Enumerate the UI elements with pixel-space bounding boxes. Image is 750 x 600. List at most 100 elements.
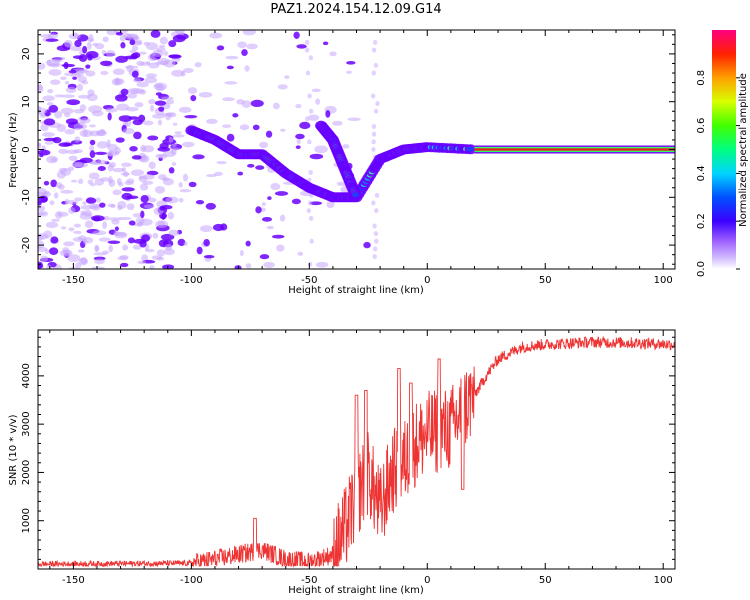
noise-blob [216, 45, 225, 51]
noise-blob [38, 261, 43, 269]
noise-blob [38, 233, 44, 241]
noise-blob [38, 240, 45, 249]
noise-blob [152, 49, 164, 57]
noise-blob [83, 209, 93, 217]
noise-blob [178, 197, 184, 203]
noise-blob [182, 173, 189, 182]
noise-blob [102, 250, 109, 255]
noise-blob [272, 234, 285, 239]
noise-blob [173, 134, 185, 138]
noise-blob [68, 69, 77, 74]
x-tick-label: -50 [301, 275, 317, 286]
noise-blob [114, 150, 119, 156]
noise-blob [154, 100, 167, 106]
noise-blob [184, 115, 198, 119]
noise-blob [117, 200, 127, 209]
noise-blob [127, 92, 138, 99]
streak-blob [371, 47, 377, 53]
noise-blob [200, 225, 213, 233]
noise-blob [94, 151, 108, 155]
noise-blob [71, 161, 83, 168]
noise-blob [261, 216, 273, 222]
noise-blob [155, 154, 165, 158]
streak-blob [307, 93, 312, 99]
noise-blob [63, 142, 73, 147]
streak-blob [371, 70, 377, 76]
noise-blob [145, 73, 158, 78]
noise-blob [124, 180, 134, 186]
noise-blob [160, 233, 175, 241]
noise-blob [73, 230, 82, 234]
noise-blob [259, 141, 269, 149]
noise-blob [74, 39, 82, 48]
ridge-core [467, 146, 475, 152]
y-tick-label: 1000 [21, 508, 32, 533]
noise-blob [140, 144, 147, 153]
noise-blob [98, 237, 111, 242]
noise-blob [151, 255, 163, 260]
noise-blob [47, 33, 58, 39]
noise-blob [75, 262, 82, 269]
spectrogram-xlabel: Height of straight line (km) [288, 285, 424, 296]
streak-blob [371, 147, 376, 152]
noise-blob [125, 107, 139, 112]
noise-blob [183, 241, 188, 246]
noise-blob [64, 72, 74, 77]
noise-blob [148, 62, 160, 69]
noise-blob [130, 53, 139, 60]
noise-blob [89, 124, 96, 128]
noise-blob [266, 225, 274, 230]
x-tick-label: 0 [424, 275, 430, 286]
noise-blob [203, 255, 215, 259]
noise-blob [136, 81, 149, 88]
noise-blob [101, 49, 106, 55]
snr-axes: -150 -100 -50 0 50 100 1000 2000 3000 4000 [21, 330, 675, 586]
noise-blob [234, 265, 242, 269]
snr-panel: -150 -100 -50 0 50 100 1000 2000 3000 4000 Height… [8, 329, 676, 596]
noise-blob [291, 198, 301, 205]
colorbar: 0.0 0.2 0.4 0.6 0.8 Normalized spectral ampl… [696, 30, 749, 277]
noise-blob [48, 69, 62, 76]
noise-blob [42, 95, 55, 102]
noise-blob [346, 70, 352, 75]
noise-blob [198, 91, 213, 98]
noise-blob [89, 139, 96, 146]
noise-blob [239, 124, 250, 131]
noise-blob [157, 119, 163, 126]
noise-blob [80, 205, 94, 210]
noise-blob [118, 181, 124, 187]
noise-blob [65, 118, 78, 125]
noise-blob [45, 221, 59, 229]
snr-xlabel: Height of straight line (km) [288, 585, 424, 596]
streak-blob [371, 139, 376, 145]
noise-blob [97, 165, 106, 172]
noise-blob [54, 94, 65, 98]
noise-blob [159, 142, 169, 150]
noise-blob [163, 50, 168, 57]
noise-blob [183, 68, 194, 74]
noise-blob [82, 129, 88, 137]
streak-blob [308, 108, 314, 114]
x-tick-label: 100 [654, 275, 673, 286]
noise-blob [117, 256, 128, 261]
noise-blob [172, 34, 186, 43]
noise-blob [131, 70, 139, 78]
colorbar-tick-label: 0.4 [696, 165, 707, 181]
noise-blob [126, 203, 135, 211]
noise-blob [326, 200, 335, 209]
noise-blob [73, 123, 88, 130]
noise-blob [118, 115, 133, 122]
snr-ylabel: SNR (10 * v/v) [8, 414, 19, 485]
colorbar-label: Normalized spectral amplitude [738, 73, 749, 227]
noise-blob [96, 141, 109, 149]
noise-blob [161, 177, 170, 181]
noise-blob [43, 230, 53, 239]
noise-blob [128, 220, 136, 226]
noise-blob [150, 30, 161, 38]
streak-blob [304, 116, 310, 122]
noise-blob [152, 232, 159, 239]
noise-blob [168, 167, 175, 174]
noise-blob [114, 78, 125, 85]
y-tick-label: -10 [21, 189, 32, 205]
x-tick-label: -100 [180, 275, 203, 286]
